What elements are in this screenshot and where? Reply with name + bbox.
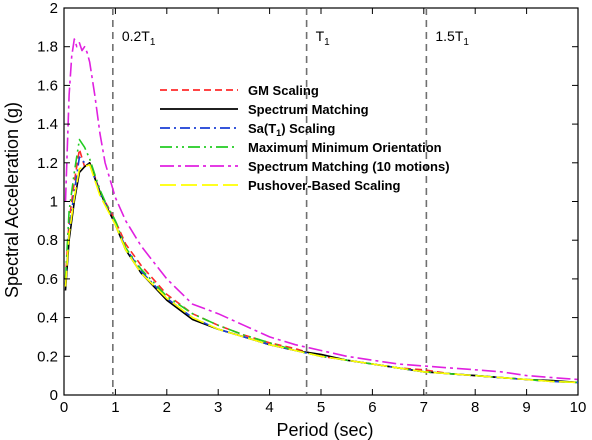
y-tick-label: 0.4 xyxy=(37,310,58,327)
x-axis-title: Period (sec) xyxy=(276,420,373,440)
x-tick-label: 0 xyxy=(60,399,68,416)
series-layer xyxy=(64,38,579,384)
x-tick-label: 3 xyxy=(214,399,222,416)
series-line xyxy=(64,163,579,384)
x-tick-label: 10 xyxy=(570,399,587,416)
legend-label: Sa(T1) Scaling xyxy=(248,121,335,138)
y-tick-label: 0.8 xyxy=(37,232,58,249)
y-tick-label: 1 xyxy=(50,194,58,211)
x-tick-label: 6 xyxy=(368,399,376,416)
x-tick-label: 5 xyxy=(317,399,325,416)
legend-label: Maximum Minimum Orientation xyxy=(248,140,442,155)
y-tick-label: 1.6 xyxy=(37,77,58,94)
series-line xyxy=(64,38,579,381)
axes: 0 1 2 3 4 5 6 7 8 9 10 0 0.2 0.4 0.6 0.8 1 1.2 1.4 1.6 1.8 2 xyxy=(37,0,586,416)
y-tick-label: 1.8 xyxy=(37,39,58,56)
reference-line-label: 1.5T1 xyxy=(435,28,469,48)
reference-line-label: 0.2T1 xyxy=(122,28,156,48)
y-axis-title: Spectral Acceleration (g) xyxy=(2,102,22,298)
y-tick-label: 0.6 xyxy=(37,271,58,288)
x-tick-label: 2 xyxy=(163,399,171,416)
reference-line-label: T1 xyxy=(316,28,331,48)
legend-label: Spectrum Matching (10 motions) xyxy=(248,159,450,174)
reference-lines: 0.2T1 T1 1.5T1 xyxy=(112,8,469,395)
legend-label: GM Scaling xyxy=(248,83,319,98)
x-tick-label: 8 xyxy=(471,399,479,416)
y-tick-label: 2 xyxy=(50,0,58,17)
y-tick-label: 0.2 xyxy=(37,348,58,365)
x-tick-label: 9 xyxy=(522,399,530,416)
x-tick-label: 1 xyxy=(111,399,119,416)
x-tick-label: 7 xyxy=(420,399,428,416)
x-tick-label: 4 xyxy=(265,399,273,416)
legend-label: Spectrum Matching xyxy=(248,102,369,117)
y-tick-label: 1.4 xyxy=(37,116,58,133)
legend-label: Pushover-Based Scaling xyxy=(248,178,400,193)
y-tick-label: 0 xyxy=(50,387,58,404)
legend: GM Scaling Spectrum Matching Sa(T1) Scalin… xyxy=(160,83,450,193)
plot-frame xyxy=(63,7,579,396)
plot-area xyxy=(63,7,579,396)
y-tick-label: 1.2 xyxy=(37,155,58,172)
